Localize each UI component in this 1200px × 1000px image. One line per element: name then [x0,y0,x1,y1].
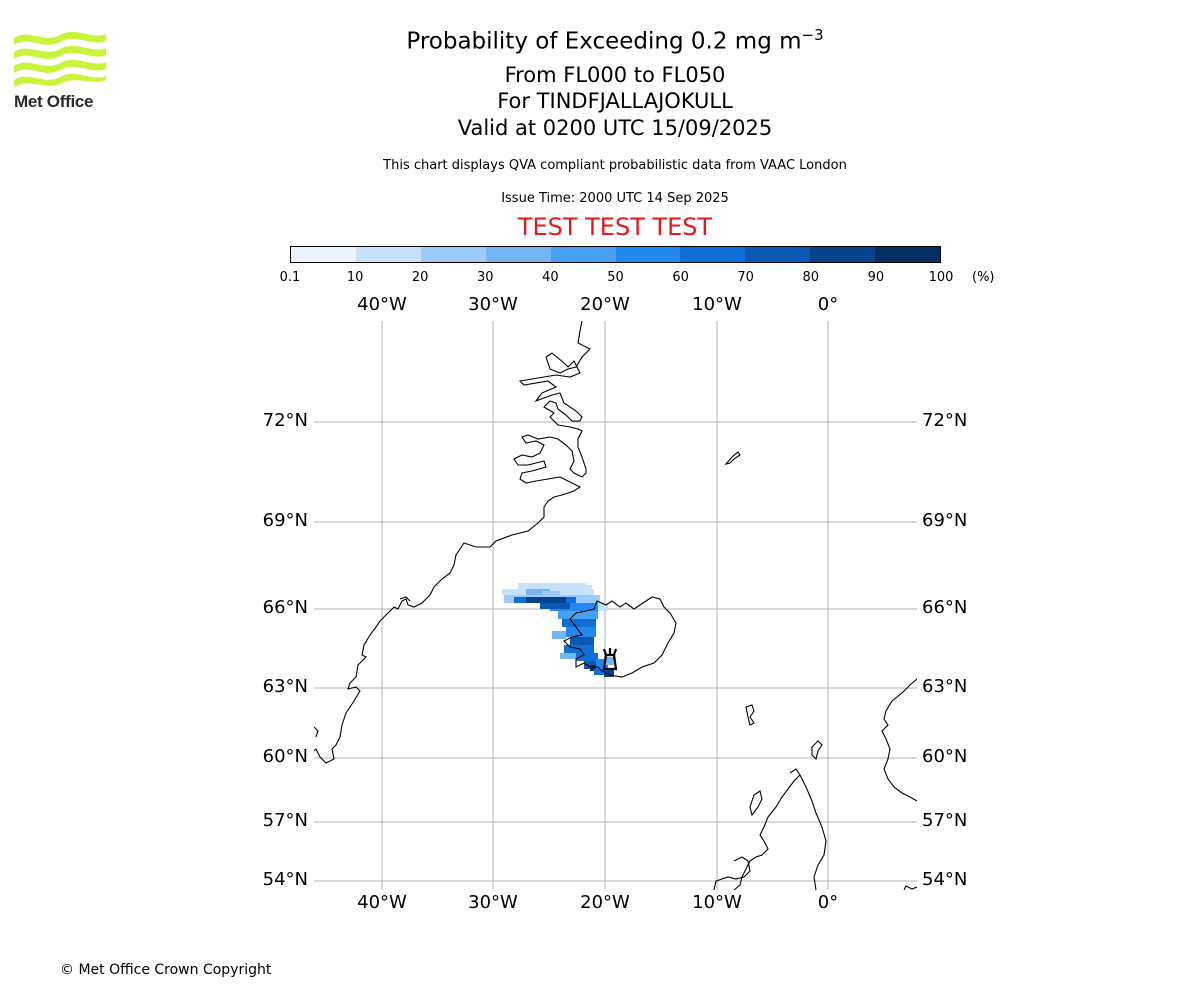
colorbar-tick-label: 40 [542,270,559,285]
colorbar-tick-label: 30 [477,270,494,285]
colorbar-tick-label: 100 [928,270,954,285]
ash-probability-cell [596,659,608,669]
colorbar-tick-label: 10 [346,270,364,285]
copyright-notice: © Met Office Crown Copyright [60,962,272,978]
lat-label-right: 54°N [922,869,968,890]
ash-probability-cell [552,631,566,639]
lon-label-bottom: 0° [817,892,839,913]
hebrides-coast [749,790,763,817]
lon-label-bottom: 10°W [692,892,742,913]
colorbar-segment-9 [875,247,941,262]
norway-coast [881,678,917,802]
met-office-logo-text: Met Office [14,92,94,111]
shetland-coast [811,740,823,761]
colorbar-segment-4 [550,247,616,262]
colorbar-tick-label: 60 [672,270,689,285]
lat-label-left: 57°N [262,810,308,831]
ireland-coast [713,856,751,890]
greenland-coast [314,321,591,764]
lat-label-right: 69°N [922,510,968,531]
ash-probability-cell [560,653,582,659]
colorbar-tick-label: 20 [411,270,429,285]
colorbar-unit: (%) [972,270,995,285]
ash-probability-cell [590,665,600,671]
volcano-icon [602,648,618,671]
ash-probability-cell [526,589,550,595]
colorbar-segment-7 [745,247,811,262]
iceland-coast [563,596,677,678]
colorbar-tick-label: 70 [737,270,754,285]
colorbar-segment-0 [291,247,356,262]
ash-probability-cell [576,653,598,661]
ash-probability-cell [604,669,614,677]
lon-label-top: 10°W [692,294,742,315]
ash-probability-cell [540,603,570,609]
ash-probability-cell [550,603,600,611]
colorbar-segment-5 [615,247,681,262]
lat-label-right: 72°N [922,410,968,431]
colorbar-tick-label: 0.1 [279,270,301,285]
lon-label-top: 20°W [580,294,630,315]
faroe-coast [745,704,755,726]
ash-probability-cell [518,583,586,589]
ash-probability-cell [542,591,560,597]
lat-label-left: 60°N [262,746,308,767]
lon-label-bottom: 30°W [468,892,518,913]
colorbar-tick-label: 80 [802,270,820,285]
test-banner: TEST TEST TEST [517,213,713,241]
lat-label-right: 63°N [922,676,968,697]
colorbar-segment-8 [810,247,876,262]
jan-mayen-coast [724,451,741,465]
volcano-name: For TINDFJALLAJOKULL [497,89,733,113]
coastlines [314,321,917,890]
chart-title: Probability of Exceeding 0.2 mg m−3 [406,26,824,55]
lon-label-bottom: 20°W [580,892,630,913]
lat-label-right: 60°N [922,746,968,767]
valid-time: Valid at 0200 UTC 15/09/2025 [457,116,773,140]
colorbar-segment-2 [420,247,486,262]
lon-label-top: 0° [817,294,839,315]
colorbar-segment-1 [355,247,421,262]
ash-probability-cell [598,603,608,611]
lon-label-top: 40°W [357,294,407,315]
map-panel[interactable] [314,321,917,890]
lat-label-left: 72°N [262,410,308,431]
colorbar-segment-6 [680,247,746,262]
lat-label-left: 54°N [262,869,308,890]
lat-label-right: 57°N [922,810,968,831]
met-office-logo: Met Office [14,30,114,115]
ash-probability-cell [562,619,596,627]
ash-probability-cell [584,585,592,591]
uk-coast [733,768,827,890]
lat-label-left: 63°N [262,676,308,697]
ash-probability-cell [570,637,594,645]
issue-time: Issue Time: 2000 UTC 14 Sep 2025 [501,191,729,206]
ash-probability-cell [566,627,596,637]
chart-description: This chart displays QVA compliant probab… [383,158,847,173]
met-office-logo-icon [14,31,106,87]
colorbar-tick-label: 90 [867,270,885,285]
probability-colorbar [290,246,941,263]
lat-label-right: 66°N [922,597,968,618]
lat-label-left: 66°N [262,597,308,618]
ash-probability-cell [558,611,598,619]
lon-label-bottom: 40°W [357,892,407,913]
flight-level-range: From FL000 to FL050 [504,63,726,87]
lon-label-top: 30°W [468,294,518,315]
lat-label-left: 69°N [262,510,308,531]
ash-probability-cell [604,657,614,665]
ash-probability-cell [526,597,566,603]
colorbar-tick-label: 50 [607,270,624,285]
colorbar-segment-3 [485,247,551,262]
